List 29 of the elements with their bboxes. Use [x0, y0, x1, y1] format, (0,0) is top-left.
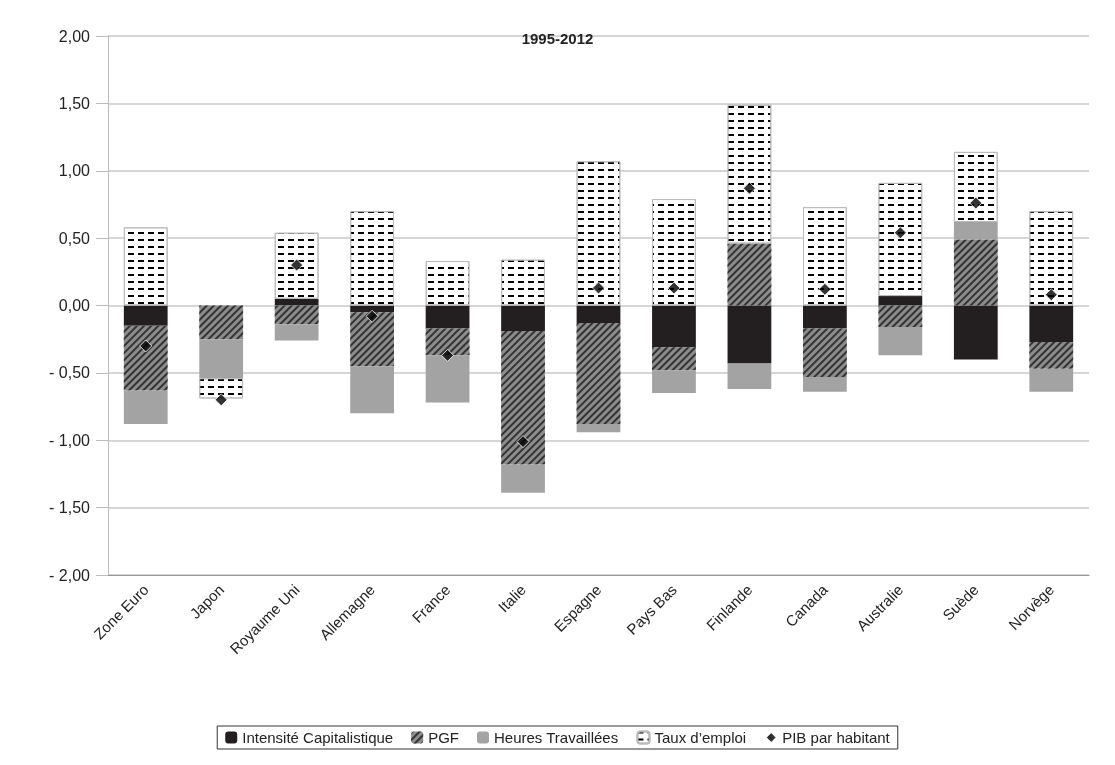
- point: [365, 309, 379, 323]
- point: [1044, 288, 1058, 302]
- legend-label: PGF: [428, 729, 459, 746]
- point: [290, 258, 304, 272]
- point: [818, 282, 832, 296]
- y-tick-label: - 0,50: [49, 364, 91, 382]
- y-tick-label: 0,50: [58, 229, 91, 247]
- legend-label: PIB par habitant: [782, 729, 891, 746]
- y-tick-label: 0,00: [58, 297, 91, 314]
- y-tick-label: - 1,50: [49, 499, 91, 517]
- legend-label: Heures Travaillées: [493, 729, 619, 746]
- point: [516, 435, 530, 449]
- y-tick-label: 2,00: [58, 27, 91, 45]
- y-tick-label: - 1,00: [49, 431, 91, 449]
- y-tick-label: 1,50: [58, 94, 91, 112]
- point: [667, 281, 681, 295]
- point: [214, 393, 228, 407]
- point: [139, 339, 153, 353]
- point: [441, 348, 455, 362]
- point: [969, 196, 983, 210]
- point: [893, 226, 907, 240]
- legend-label: Taux d’emploi: [654, 729, 747, 746]
- y-tick-label: - 2,00: [49, 566, 91, 584]
- chart-title: 1995-2012: [521, 30, 594, 47]
- point: [592, 281, 605, 295]
- y-tick-label: 1,00: [58, 162, 91, 180]
- point: [742, 181, 756, 195]
- x-tick-label: Italie: [494, 580, 530, 616]
- legend-label: Intensité Capitalistique: [242, 729, 394, 746]
